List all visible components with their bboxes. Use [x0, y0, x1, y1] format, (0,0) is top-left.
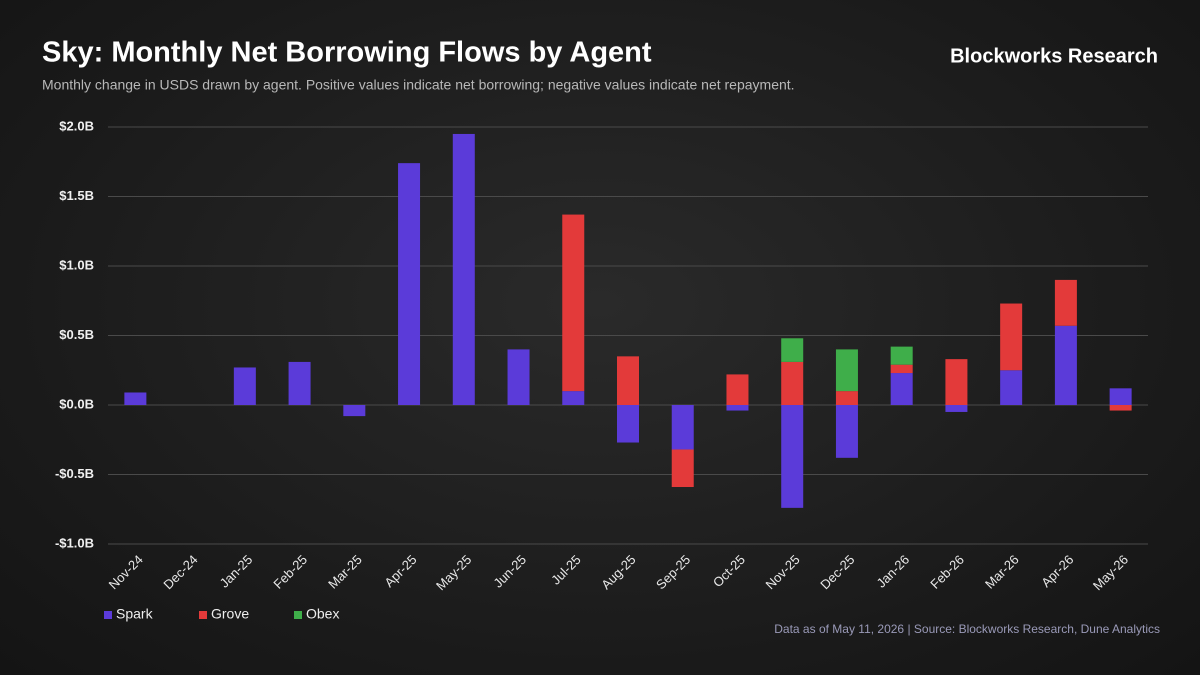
x-tick-label: Mar-26 — [982, 552, 1022, 592]
bar-segment — [1000, 370, 1023, 405]
bar-segment — [945, 359, 968, 405]
bar-segment — [945, 405, 968, 412]
bar-segment — [1000, 303, 1023, 371]
x-tick-label: Jan-26 — [874, 552, 913, 591]
bar-segment — [288, 361, 311, 405]
bar-segment — [562, 391, 585, 405]
bar-segment — [233, 367, 256, 405]
y-tick-label: -$1.0B — [55, 535, 94, 550]
y-tick-label: $0.5B — [59, 327, 94, 342]
legend-swatch — [199, 611, 207, 619]
x-tick-label: Nov-25 — [763, 552, 803, 592]
legend-label: Obex — [306, 606, 339, 622]
x-tick-label: Nov-24 — [106, 552, 146, 592]
x-tick-label: Sep-25 — [653, 552, 693, 592]
bar-segment — [452, 133, 475, 405]
bar-segment — [617, 356, 639, 405]
bar-segment — [781, 361, 804, 405]
bar-segment — [671, 405, 694, 450]
x-tick-label: Oct-25 — [710, 552, 748, 590]
bar-segment — [781, 338, 804, 362]
x-tick-label: Apr-25 — [381, 552, 419, 590]
x-tick-label: Jun-25 — [490, 552, 529, 591]
bar-segment — [1054, 279, 1077, 326]
bar-segment — [890, 346, 913, 365]
x-tick-label: May-25 — [433, 552, 474, 593]
bar-segment — [124, 392, 147, 405]
legend-label: Spark — [116, 606, 154, 622]
x-tick-label: Dec-25 — [817, 552, 857, 592]
bar-segment — [890, 373, 913, 405]
legend-swatch — [294, 611, 302, 619]
x-tick-label: Jan-25 — [217, 552, 256, 591]
y-tick-label: -$0.5B — [55, 466, 94, 481]
bar-segment — [835, 405, 858, 458]
bar-segment — [1109, 388, 1132, 405]
x-tick-label: Mar-25 — [325, 552, 365, 592]
bar-segment — [726, 374, 749, 405]
bar-segment — [562, 214, 585, 392]
bar-segment — [781, 405, 804, 508]
y-tick-label: $1.0B — [59, 257, 94, 272]
y-tick-label: $2.0B — [59, 118, 94, 133]
bar-segment — [398, 163, 421, 405]
bar-segment — [890, 364, 913, 374]
y-tick-label: $1.5B — [59, 188, 94, 203]
chart-title: Sky: Monthly Net Borrowing Flows by Agen… — [42, 37, 652, 69]
y-tick-label: $0.0B — [59, 396, 94, 411]
x-tick-label: Dec-24 — [160, 552, 200, 592]
bar-segment — [835, 391, 858, 405]
bar-segment — [507, 349, 530, 405]
x-tick-label: Jul-25 — [548, 552, 584, 588]
chart-subtitle: Monthly change in USDS drawn by agent. P… — [42, 77, 795, 93]
x-tick-label: May-26 — [1090, 552, 1131, 593]
bar-segment — [617, 405, 639, 443]
x-tick-label: Apr-26 — [1038, 552, 1076, 590]
bar-segment — [343, 405, 366, 417]
source-note: Data as of May 11, 2026 | Source: Blockw… — [774, 622, 1160, 636]
legend-swatch — [104, 611, 112, 619]
bar-segment — [726, 405, 749, 411]
x-tick-label: Aug-25 — [598, 552, 638, 592]
legend-label: Grove — [211, 606, 249, 622]
brand: Blockworks Research — [950, 45, 1158, 67]
bar-segment — [1109, 405, 1132, 411]
x-tick-label: Feb-25 — [270, 552, 310, 592]
bar-segment — [835, 349, 858, 392]
bar-segment — [671, 449, 694, 488]
bar-segment — [1054, 325, 1077, 405]
x-tick-label: Feb-26 — [927, 552, 967, 592]
